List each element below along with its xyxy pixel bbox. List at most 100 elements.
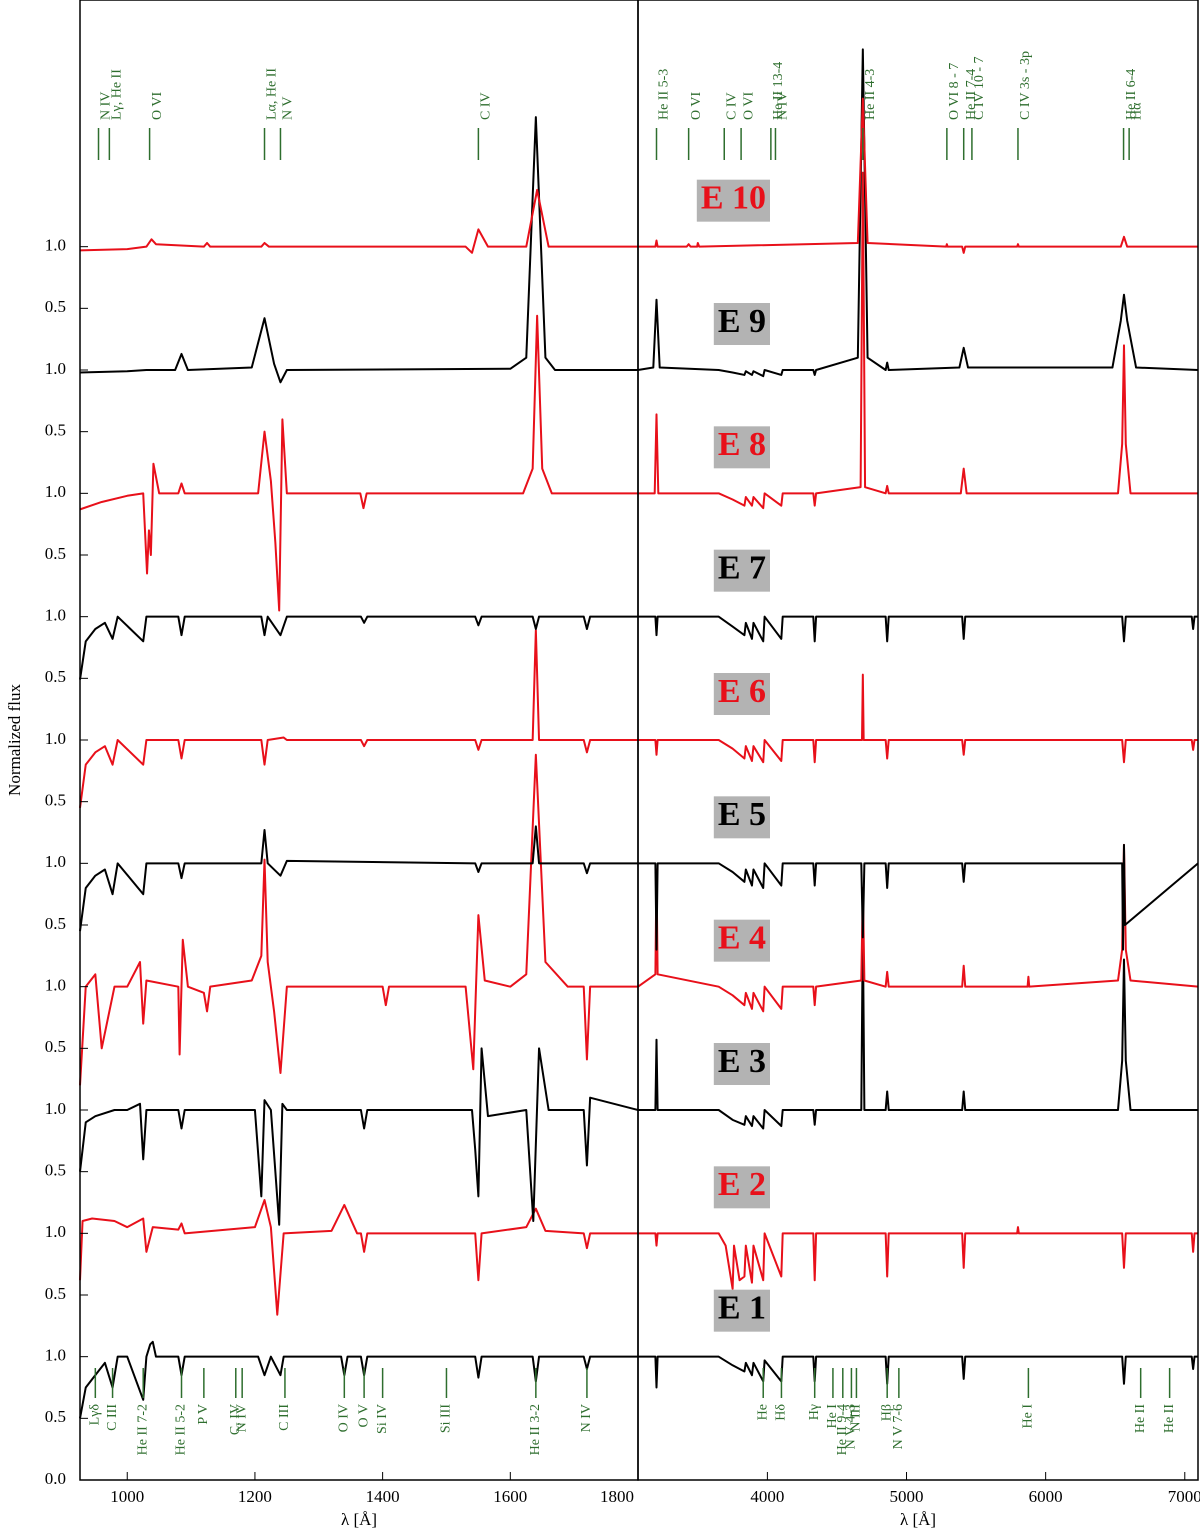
spectrum-line xyxy=(638,924,1198,1130)
y-tick-label: 0.5 xyxy=(45,1037,66,1056)
annotation-label: He I xyxy=(1021,1404,1036,1429)
model-label-box xyxy=(713,426,770,469)
x-tick-label: 1000 xyxy=(110,1487,144,1506)
spectrum-line xyxy=(638,843,1199,951)
annotation-label: N V xyxy=(281,97,296,120)
spectra xyxy=(79,48,1199,1419)
spectrum-line xyxy=(79,1199,638,1316)
annotation-label: C IV xyxy=(479,92,494,120)
model-label-box xyxy=(713,1289,770,1332)
spectrum-line xyxy=(79,753,638,1086)
annotation-label: Hδ xyxy=(774,1404,789,1421)
model-label: E 4 xyxy=(718,919,766,956)
annotation-label: Hγ xyxy=(807,1404,822,1420)
annotation-label: He II 7-4 xyxy=(964,69,979,120)
y-tick-label: 1.0 xyxy=(45,359,66,378)
annotation-label: He II 5-3 xyxy=(657,69,672,120)
x-axis-label: λ [Å] xyxy=(341,1510,377,1529)
annotation-label: He II 13-4 xyxy=(771,62,786,120)
y-tick-label: 1.0 xyxy=(45,1346,66,1365)
spectrum-line xyxy=(638,615,1198,643)
annotation-label: N IV xyxy=(234,1404,249,1432)
spectrum-line xyxy=(79,1340,638,1419)
annotation-label: C IV 10 - 7 xyxy=(972,56,987,120)
y-tick-label: 1.0 xyxy=(45,482,66,501)
spectrum-line xyxy=(79,825,638,932)
y-tick-label: 1.0 xyxy=(45,852,66,871)
annotation-label: He II 5-2 xyxy=(174,1404,189,1455)
spectrum-line xyxy=(638,673,1198,764)
model-label: E 9 xyxy=(718,303,766,340)
annotation-label: N V 7-6 xyxy=(891,1404,906,1449)
y-tick-label: 1.0 xyxy=(45,236,66,255)
model-label-box xyxy=(713,549,770,592)
y-tick-label: 1.0 xyxy=(45,976,66,995)
annotation-label: He II 7-2 xyxy=(135,1404,150,1455)
annotation-label: Hα xyxy=(1129,102,1144,120)
y-axis-label: Normalized flux xyxy=(5,684,24,796)
spectrum-line xyxy=(79,188,638,254)
x-tick-label: 1200 xyxy=(238,1487,272,1506)
model-label-box xyxy=(713,303,770,345)
annotation-label: O VI xyxy=(741,92,756,120)
y-tick-label: 0.5 xyxy=(45,297,66,316)
y-tick-label: 1.0 xyxy=(45,1099,66,1118)
spectrum-line xyxy=(79,314,638,612)
annotation-label: He II 4-3 xyxy=(863,69,878,120)
y-tick-label: 0.5 xyxy=(45,544,66,563)
model-label: E 10 xyxy=(701,179,766,216)
model-label: E 5 xyxy=(718,796,766,833)
spectrum-line xyxy=(79,1047,639,1226)
annotation-label: Lα, He II xyxy=(265,68,280,120)
y-tick-label: 0.5 xyxy=(45,1284,66,1303)
annotation-label: P V xyxy=(196,1404,211,1425)
annotation-label: O VI 8 - 7 xyxy=(947,63,962,120)
frame: 1000 1200 1400 1600 1800 λ [Å] 0.0 0.5 1.0 0.5 1.0… xyxy=(5,0,1200,1529)
model-label-box xyxy=(713,673,770,715)
annotation-label: C IV xyxy=(724,92,739,120)
model-label: E 2 xyxy=(718,1166,766,1203)
annotation-label: C III xyxy=(105,1404,120,1431)
annotation-label: Lγδ xyxy=(88,1404,103,1426)
x-tick-label: 6000 xyxy=(1029,1487,1063,1506)
annotation-label: O IV xyxy=(337,1404,352,1432)
model-label-box xyxy=(713,919,770,962)
annotation-label: Hβ xyxy=(879,1404,894,1421)
annotation-label: He I xyxy=(825,1404,840,1429)
model-label-box xyxy=(696,179,770,222)
model-label: E 7 xyxy=(718,549,766,586)
model-label: E 1 xyxy=(718,1289,766,1326)
annotation-label: N IV xyxy=(579,1404,594,1432)
y-tick-label: 0.5 xyxy=(45,667,66,686)
x-tick-label: 4000 xyxy=(750,1487,784,1506)
y-tick-label: 0.5 xyxy=(45,1161,66,1180)
y-tick-label: 0.5 xyxy=(45,1407,66,1426)
y-tick-label: 0.5 xyxy=(45,421,66,440)
model-label-box xyxy=(713,1166,770,1209)
annotation-label: C IV 3s - 3p xyxy=(1018,51,1033,120)
spectrum-line xyxy=(638,97,1198,254)
y-tick-label: 1.0 xyxy=(45,729,66,748)
y-tick-label: 0.0 xyxy=(45,1469,66,1488)
x-tick-label: 5000 xyxy=(890,1487,924,1506)
y-tick-label: 0.5 xyxy=(45,791,66,810)
spectrum-line xyxy=(637,48,1199,378)
annotation-label: N V 4-3 xyxy=(844,1404,859,1449)
annotation-label: N IV xyxy=(99,92,114,120)
annotation-label: N III xyxy=(849,1404,864,1432)
model-label: E 3 xyxy=(718,1043,766,1080)
annotation-label: He II 3-2 xyxy=(528,1404,543,1455)
annotation-label: Si III xyxy=(439,1404,454,1434)
spectrum-line xyxy=(637,843,1199,1013)
spectrum-line xyxy=(638,171,1198,510)
annotation-label: He xyxy=(755,1404,770,1420)
x-tick-label: 7000 xyxy=(1168,1487,1200,1506)
spectrum-line xyxy=(638,1355,1198,1389)
spectrum-line xyxy=(638,1226,1198,1290)
annotation-label: O V xyxy=(356,1404,371,1427)
annotation-label: O VI xyxy=(150,92,165,120)
model-label: E 8 xyxy=(718,426,766,463)
